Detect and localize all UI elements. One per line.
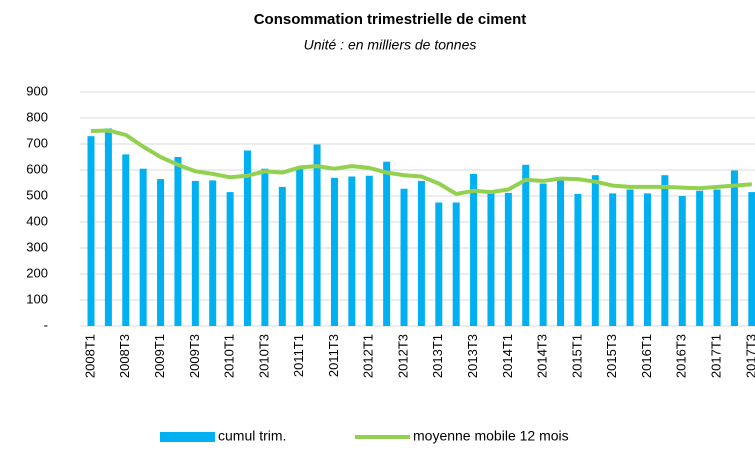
bar <box>104 128 112 326</box>
x-tick-label: 2016T1 <box>639 334 654 378</box>
x-tick-label: 2008T3 <box>117 334 132 378</box>
chart-title: Consommation trimestrielle de ciment <box>254 11 527 28</box>
bar <box>748 192 755 326</box>
x-tick-label: 2008T1 <box>82 334 97 378</box>
bar <box>383 161 391 326</box>
x-tick-label: 2012T3 <box>395 334 410 378</box>
bar <box>209 180 217 326</box>
legend-label: moyenne mobile 12 mois <box>413 428 569 444</box>
y-tick-label: 900 <box>26 83 48 98</box>
bar <box>626 189 634 326</box>
bar <box>244 150 252 326</box>
y-tick-label: - <box>44 317 48 332</box>
bar <box>330 177 338 326</box>
bar <box>435 202 443 326</box>
bar <box>643 193 651 326</box>
x-tick-label: 2016T3 <box>674 334 689 378</box>
legend-label: cumul trim. <box>218 428 286 444</box>
bar <box>678 196 686 326</box>
y-tick-label: 800 <box>26 109 48 124</box>
bar <box>591 175 599 326</box>
x-tick-label: 2014T1 <box>500 334 515 378</box>
bar <box>139 168 147 326</box>
y-tick-label: 100 <box>26 291 48 306</box>
x-tick-label: 2011T1 <box>291 334 306 377</box>
bar <box>348 176 356 326</box>
x-tick-label: 2015T3 <box>604 334 619 378</box>
legend-swatch <box>160 432 215 442</box>
bar <box>487 193 495 326</box>
x-tick-label: 2012T1 <box>361 334 376 378</box>
y-tick-label: 700 <box>26 135 48 150</box>
bar <box>574 193 582 326</box>
bar <box>696 190 704 326</box>
bar <box>557 180 565 326</box>
x-tick-label: 2010T3 <box>256 334 271 378</box>
chart-subtitle: Unité : en milliers de tonnes <box>304 37 477 53</box>
x-tick-label: 2017T1 <box>708 334 723 378</box>
bar <box>539 183 547 326</box>
y-tick-label: 600 <box>26 161 48 176</box>
bar <box>365 175 373 326</box>
x-tick-label: 2014T3 <box>535 334 550 378</box>
bar <box>504 192 512 326</box>
x-tick-label: 2009T3 <box>187 334 202 378</box>
bar <box>730 170 738 326</box>
bar <box>191 180 199 326</box>
bar <box>261 168 269 326</box>
bar <box>609 193 617 326</box>
x-tick-label: 2015T1 <box>569 334 584 378</box>
bar <box>400 188 408 326</box>
x-tick-label: 2017T3 <box>743 334 755 378</box>
bar <box>470 173 478 326</box>
bar <box>661 175 669 326</box>
bar <box>417 180 425 326</box>
bar <box>174 157 182 326</box>
bar <box>522 164 530 326</box>
x-tick-label: 2013T3 <box>465 334 480 378</box>
x-tick-label: 2009T1 <box>152 334 167 378</box>
bar <box>122 154 130 326</box>
x-tick-label: 2013T1 <box>430 334 445 378</box>
y-tick-label: 400 <box>26 213 48 228</box>
bar <box>296 167 304 326</box>
x-tick-label: 2011T3 <box>326 334 341 377</box>
bar <box>87 136 95 326</box>
y-tick-label: 500 <box>26 187 48 202</box>
bar <box>157 179 165 326</box>
bar <box>713 189 721 326</box>
y-tick-label: 200 <box>26 265 48 280</box>
bar <box>313 144 321 326</box>
bar <box>278 186 286 326</box>
bar <box>452 202 460 326</box>
y-tick-label: 300 <box>26 239 48 254</box>
bar <box>226 192 234 326</box>
moving-average-line <box>90 128 752 196</box>
x-tick-label: 2010T1 <box>222 334 237 378</box>
